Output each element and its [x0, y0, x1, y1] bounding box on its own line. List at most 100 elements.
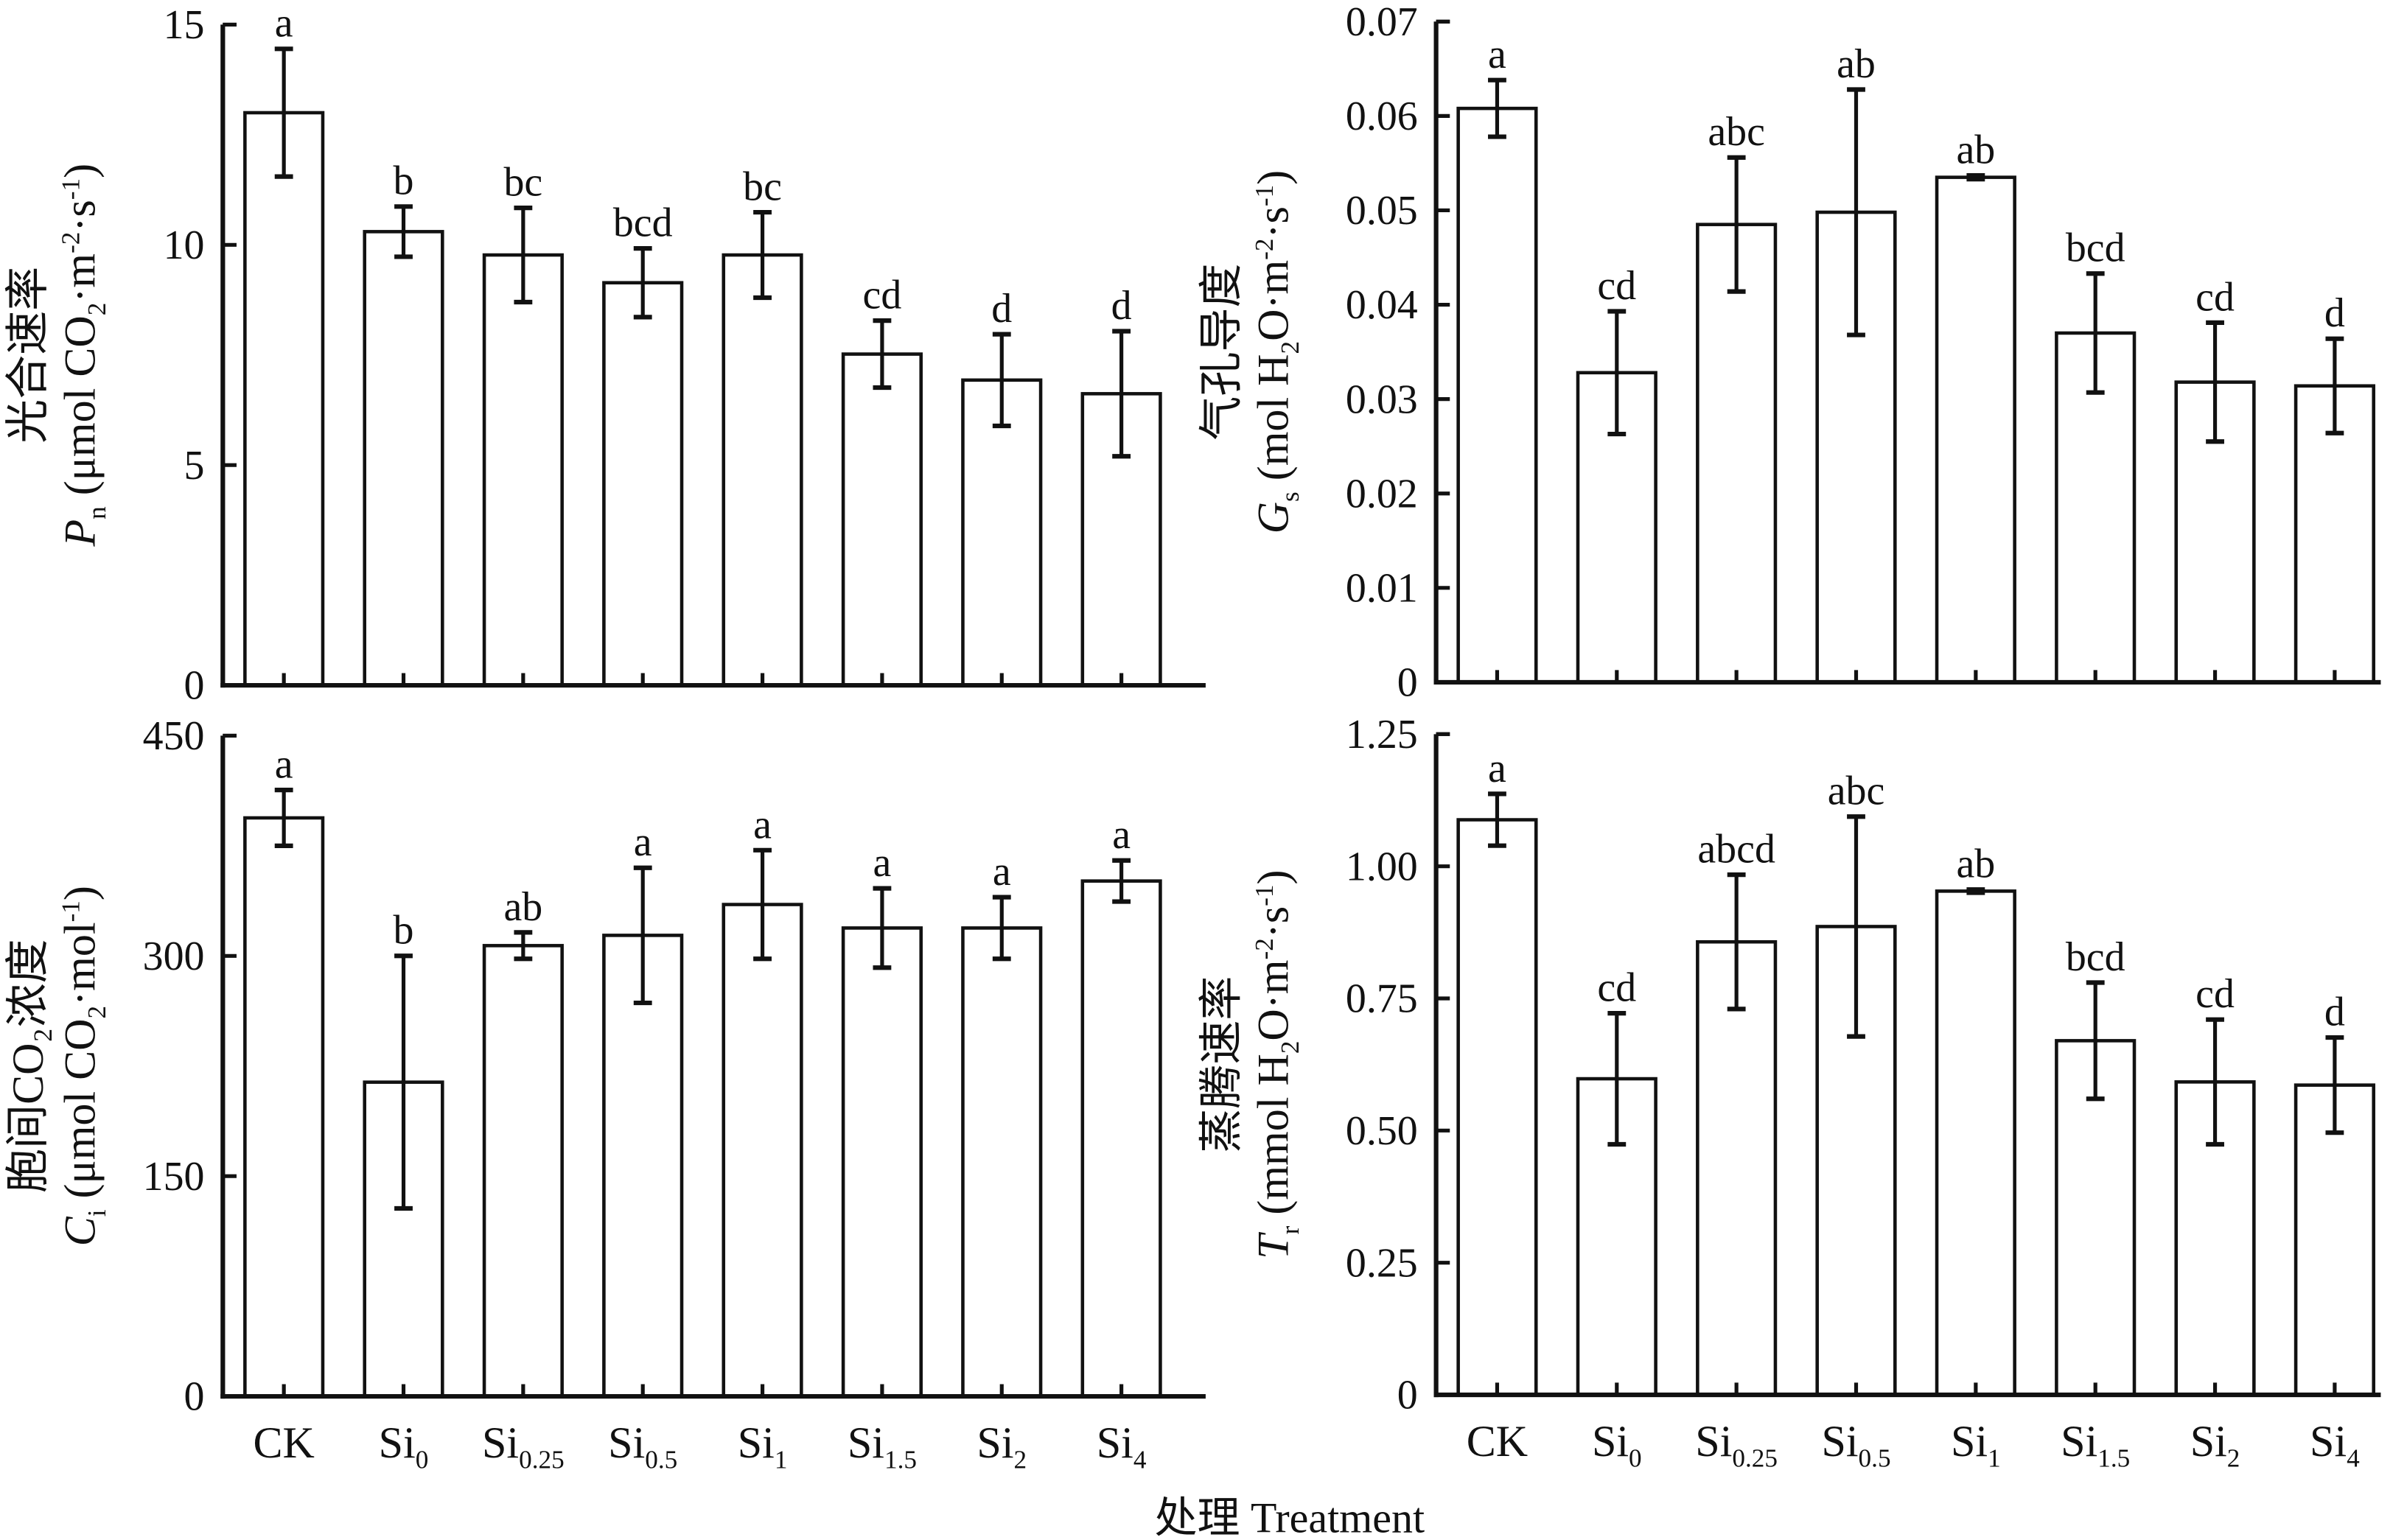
x-tick-label: Si0.5 [1821, 1416, 1890, 1472]
bar-Si0 [363, 230, 444, 687]
y-axis-title: Gs (mol H2O·m-2·s-1) [1248, 170, 1304, 534]
y-axis-title-part: 2 [83, 303, 111, 316]
significance-letter: ab [503, 884, 542, 930]
y-axis-title-part: -1 [57, 178, 85, 200]
significance-letter: abc [1828, 769, 1885, 814]
bar-Si0.25 [482, 253, 564, 687]
y-axis-title: Ci (μmol CO2·mol-1) [55, 886, 111, 1246]
y-tick-label: 0.07 [1346, 0, 1418, 45]
significance-letter: a [993, 849, 1011, 895]
significance-letter: abcd [1697, 827, 1775, 872]
y-axis-title: Tr (mmol H2O·m-2·s-1) [1248, 870, 1304, 1259]
bar-CK [1456, 818, 1538, 1397]
significance-letter: cd [2195, 971, 2235, 1017]
y-tick-label: 10 [164, 223, 205, 268]
y-axis-title-part: ) [55, 164, 104, 178]
y-axis-title-part: ·m [55, 253, 104, 303]
bar-Si1 [722, 903, 803, 1399]
y-axis-title-part: 2 [1276, 1041, 1304, 1054]
y-axis-title-cn: 气孔导度 [1196, 264, 1246, 441]
y-tick-label: 1.00 [1346, 844, 1418, 889]
x-tick-label: Si2 [977, 1418, 1027, 1474]
bar-Si0.25 [482, 944, 564, 1399]
significance-letter: a [275, 1, 293, 46]
y-axis-title-part: ) [55, 886, 104, 900]
y-tick-label: 300 [143, 934, 205, 979]
y-tick-label: 0 [184, 1374, 205, 1420]
y-axis-title-part: ) [1248, 170, 1298, 185]
significance-letter: d [1111, 283, 1132, 329]
bar-CK [243, 816, 325, 1399]
x-tick-label: CK [253, 1418, 314, 1467]
significance-letter: cd [1597, 263, 1636, 309]
y-axis-title-part: -2 [57, 232, 85, 253]
y-tick-label: 0 [1397, 660, 1418, 706]
bar-Si1 [722, 253, 803, 687]
significance-letter: ab [1956, 127, 1995, 173]
chart-panel-4: 00.250.500.751.001.25aCKcdSi0abcdSi0.25a… [1196, 712, 2381, 1472]
y-axis-title-part: -1 [1250, 885, 1279, 906]
bar-Si4 [1080, 879, 1162, 1399]
bar-CK [1456, 106, 1538, 685]
y-tick-label: 0.01 [1346, 565, 1418, 611]
x-tick-label: Si1 [738, 1418, 788, 1474]
y-axis-title-part: s [1276, 491, 1304, 502]
y-axis-title-part: T [1248, 1232, 1298, 1259]
y-axis-title-part: 2 [83, 1006, 111, 1019]
bar-Si0.5 [602, 281, 684, 687]
y-axis-title-part: -1 [1250, 185, 1279, 206]
y-axis-title-part: ·s [55, 200, 104, 231]
bar-CK [243, 111, 325, 687]
significance-letter: bc [503, 160, 542, 206]
x-axis-title: 处理 Treatment [1155, 1494, 1425, 1540]
significance-letter: cd [863, 273, 902, 318]
significance-letter: a [1488, 746, 1506, 791]
significance-letter: bcd [2066, 225, 2125, 271]
y-axis-title-part: ) [1248, 870, 1298, 885]
chart-panel-2: 0 0.01 0.02 0.03 0.04 0.05 0.06 0.07 a cd abc ab ab b… [1196, 0, 2381, 706]
significance-letter: cd [1597, 965, 1636, 1011]
y-axis-title-part: -1 [57, 900, 85, 922]
significance-letter: a [1112, 812, 1131, 858]
chart-panel-3: 0 150 300 450 a CK b Si0 ab Si0.25 a Si0.5 a Si1 a Si1.… [3, 713, 1206, 1474]
x-tick-label: Si2 [2190, 1416, 2240, 1472]
y-tick-label: 5 [184, 443, 205, 489]
significance-letter: d [991, 286, 1012, 332]
bar-Si1.5 [841, 926, 923, 1399]
y-axis-title-part: i [83, 1209, 111, 1217]
y-tick-label: 0.50 [1346, 1108, 1418, 1154]
significance-letter: a [753, 802, 772, 847]
bar-Si4 [2294, 1083, 2375, 1397]
y-tick-label: 0 [1397, 1373, 1418, 1418]
y-axis-title-part: P [55, 519, 104, 547]
y-axis-title-part: ·s [1248, 906, 1298, 938]
y-tick-label: 0.25 [1346, 1240, 1418, 1286]
y-axis-title-part: r [1276, 1225, 1304, 1234]
y-tick-label: 0.02 [1346, 471, 1418, 517]
y-axis-title-part: G [1248, 502, 1298, 533]
y-axis-title-part: (μmol CO [55, 1018, 104, 1209]
y-tick-label: 15 [164, 2, 205, 48]
significance-letter: bcd [613, 200, 673, 246]
y-tick-label: 450 [143, 713, 205, 759]
y-axis-title: Pn (μmol CO2·m-2·s-1) [55, 164, 111, 547]
x-tick-label: Si4 [1097, 1418, 1147, 1474]
significance-letter: b [394, 158, 414, 204]
y-axis-title-part: (mol H [1248, 354, 1298, 492]
x-tick-label: Si0.25 [1695, 1416, 1778, 1472]
bar-Si0.25 [1696, 223, 1778, 685]
y-tick-label: 0.75 [1346, 976, 1418, 1022]
x-tick-label: Si4 [2310, 1416, 2360, 1472]
significance-letter: ab [1956, 841, 1995, 887]
y-axis-title-part: ·s [1248, 206, 1298, 238]
y-axis-title-part: C [55, 1216, 104, 1246]
x-tick-label: CK [1467, 1416, 1528, 1466]
x-tick-label: Si0 [379, 1418, 429, 1474]
x-tick-label: Si1.5 [2061, 1416, 2130, 1472]
significance-letter: ab [1837, 41, 1876, 87]
significance-letter: a [873, 840, 892, 886]
x-tick-label: Si1.5 [848, 1418, 917, 1474]
y-tick-label: 0.05 [1346, 188, 1418, 234]
bar-Si1 [1935, 175, 2016, 685]
